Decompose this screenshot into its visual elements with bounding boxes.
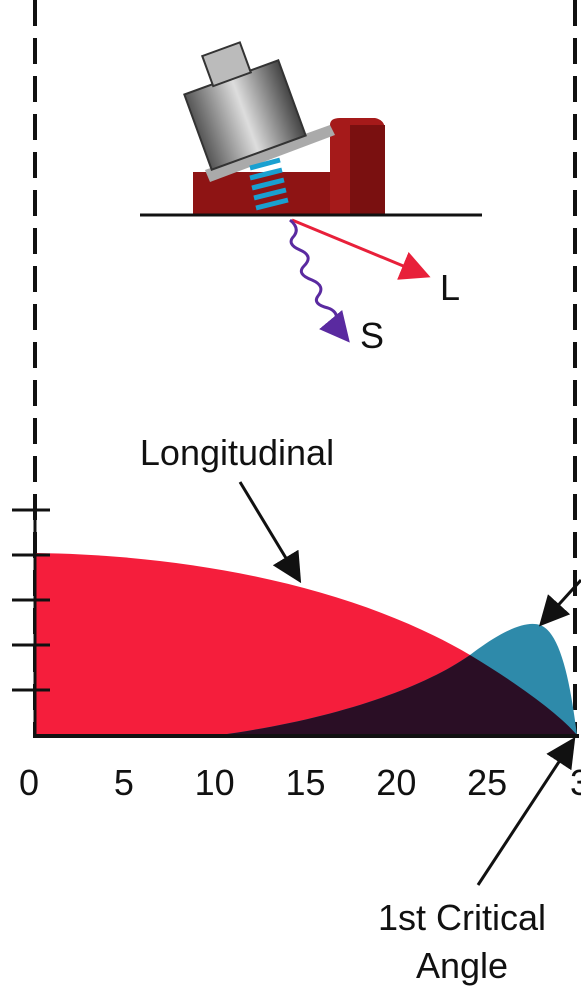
x-tick-label: 20 — [376, 762, 416, 803]
x-tick-label: 15 — [285, 762, 325, 803]
l-label: L — [440, 267, 460, 308]
x-tick-label: 10 — [195, 762, 235, 803]
x-tick-label: 5 — [114, 762, 134, 803]
transducer-illustration — [140, 32, 482, 338]
longitudinal-label: Longitudinal — [140, 432, 334, 473]
x-tick-label: 25 — [467, 762, 507, 803]
x-tick-label: 0 — [19, 762, 39, 803]
diagram: L S 0 5 10 15 20 25 30 Longitudinal 1st Critic… — [0, 0, 581, 989]
critical-label: 1st Critical — [378, 897, 546, 938]
arrow — [240, 482, 298, 578]
x-tick-label: 30 — [570, 762, 581, 803]
critical-label: Angle — [416, 945, 508, 986]
s-label: S — [360, 315, 384, 356]
